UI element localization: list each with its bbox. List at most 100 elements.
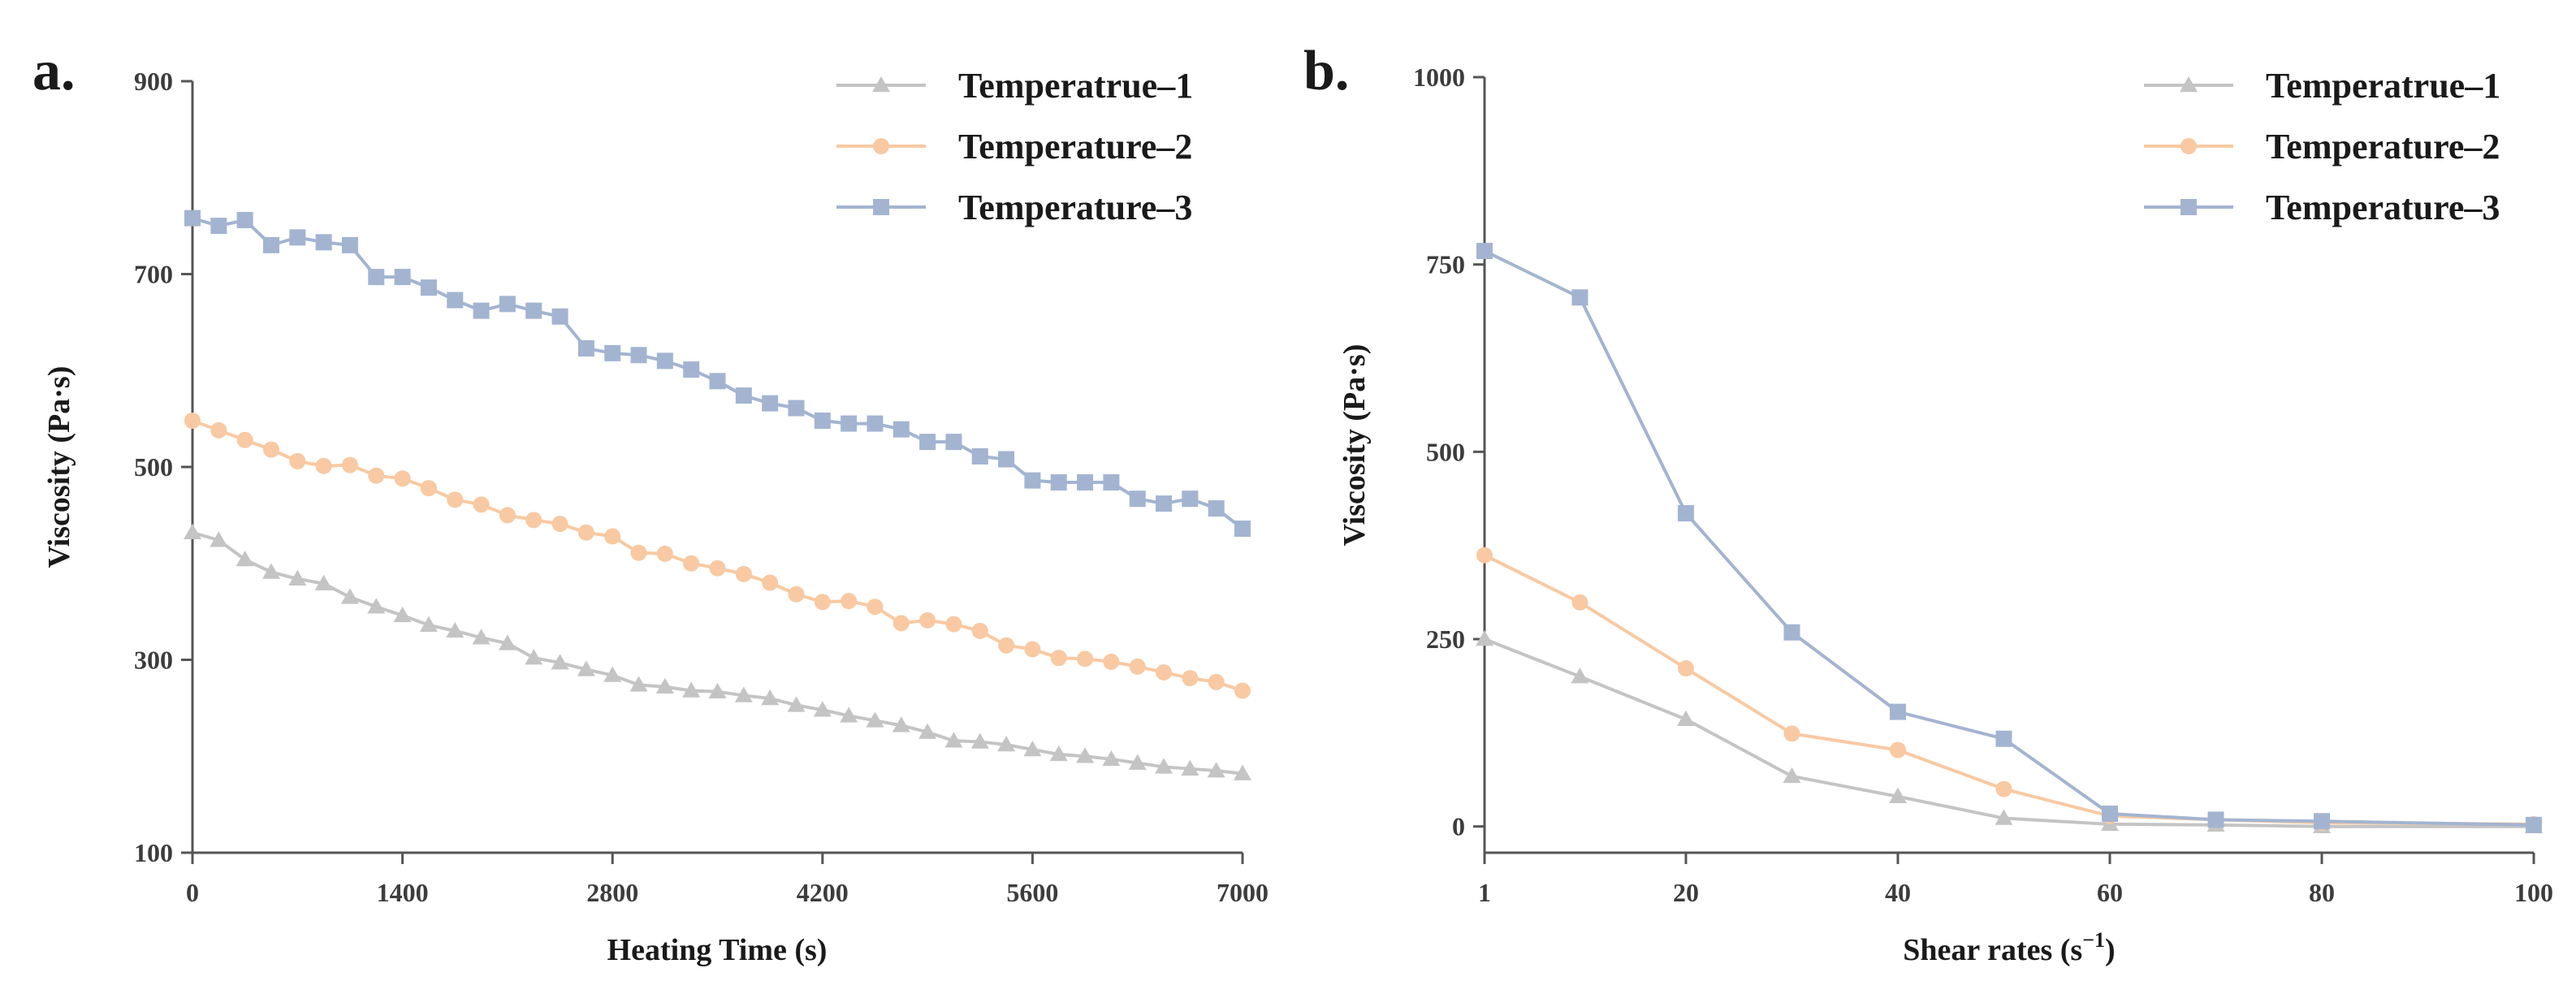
data-point bbox=[341, 236, 358, 253]
legend-marker bbox=[873, 138, 889, 154]
x-axis-title: Shear rates (s−1) bbox=[1903, 928, 2115, 967]
data-point bbox=[577, 660, 595, 676]
legend-marker bbox=[873, 199, 889, 215]
data-point bbox=[1129, 491, 1146, 508]
y-tick-label: 500 bbox=[134, 452, 173, 482]
data-point bbox=[314, 574, 333, 590]
data-point bbox=[1234, 764, 1251, 780]
data-point bbox=[184, 523, 201, 539]
data-point bbox=[236, 431, 253, 448]
data-point bbox=[289, 229, 306, 246]
data-point bbox=[630, 347, 647, 364]
data-point bbox=[1128, 754, 1147, 770]
data-point bbox=[577, 339, 594, 357]
data-point bbox=[788, 400, 805, 417]
data-point bbox=[1208, 500, 1225, 517]
series-line bbox=[1484, 249, 2535, 827]
data-point bbox=[1207, 762, 1225, 778]
data-point bbox=[1995, 730, 2012, 747]
data-point bbox=[261, 563, 280, 579]
series-2 bbox=[184, 413, 1251, 699]
data-point bbox=[2313, 813, 2330, 830]
panel-b-viscosity-vs-shear-rate: b. 0 250 500 750 1000 1 20 40 60 80 100 Viscosity (P… bbox=[1303, 40, 2553, 967]
data-point bbox=[866, 711, 884, 728]
data-point bbox=[683, 361, 700, 378]
y-tick-label: 500 bbox=[1426, 437, 1465, 466]
data-point bbox=[998, 451, 1015, 468]
legend-entry-1: Temperatrue–1 bbox=[2144, 66, 2500, 106]
data-point bbox=[393, 606, 412, 623]
data-point bbox=[1234, 521, 1251, 537]
legend-marker bbox=[2180, 76, 2198, 93]
data-point bbox=[944, 732, 963, 748]
data-point bbox=[841, 593, 858, 610]
data-point bbox=[210, 531, 228, 547]
legend-marker bbox=[872, 76, 890, 93]
x-tick-label: 1 bbox=[1478, 878, 1491, 907]
data-point bbox=[1182, 491, 1199, 508]
data-point bbox=[394, 470, 411, 487]
data-point bbox=[734, 686, 753, 702]
legend-label: Temperatrue–1 bbox=[958, 66, 1193, 106]
data-point bbox=[1076, 747, 1095, 763]
data-point bbox=[867, 599, 884, 616]
data-point bbox=[762, 574, 779, 591]
data-point bbox=[1050, 474, 1067, 491]
data-point bbox=[762, 395, 779, 412]
data-point bbox=[262, 236, 279, 253]
data-point bbox=[315, 457, 332, 474]
data-point bbox=[1103, 474, 1120, 491]
y-tick-label: 700 bbox=[134, 260, 173, 289]
data-point bbox=[1156, 495, 1173, 512]
data-point bbox=[473, 496, 490, 513]
data-point bbox=[446, 621, 465, 638]
data-point bbox=[893, 615, 910, 632]
data-point bbox=[368, 467, 385, 484]
data-point bbox=[709, 560, 726, 577]
data-point bbox=[629, 676, 648, 692]
series-3 bbox=[1476, 243, 2542, 833]
y-tick-label: 1000 bbox=[1413, 63, 1465, 92]
series-1 bbox=[184, 523, 1251, 780]
data-point bbox=[709, 373, 726, 390]
data-point bbox=[998, 637, 1015, 654]
data-point bbox=[472, 629, 491, 645]
data-point bbox=[2101, 806, 2118, 823]
data-point bbox=[1783, 725, 1800, 742]
data-point bbox=[1156, 663, 1173, 681]
data-point bbox=[683, 555, 700, 572]
data-point bbox=[1677, 505, 1694, 522]
data-point bbox=[919, 612, 936, 629]
data-point bbox=[841, 415, 858, 432]
data-point bbox=[1889, 703, 1906, 720]
data-point bbox=[2526, 816, 2542, 833]
data-point bbox=[551, 516, 568, 533]
data-point bbox=[1234, 682, 1251, 699]
data-point bbox=[814, 413, 831, 429]
x-tick-label: 7000 bbox=[1217, 878, 1269, 907]
series-3 bbox=[184, 210, 1251, 537]
data-point bbox=[419, 616, 438, 632]
data-point bbox=[2207, 811, 2224, 828]
data-point bbox=[604, 528, 621, 545]
data-point bbox=[1102, 750, 1121, 767]
data-point bbox=[997, 736, 1016, 752]
x-tick-label: 40 bbox=[1885, 878, 1911, 907]
data-point bbox=[761, 689, 780, 706]
panel-label: b. bbox=[1303, 40, 1349, 102]
data-point bbox=[735, 565, 752, 582]
data-point bbox=[525, 302, 542, 319]
data-point bbox=[1050, 650, 1067, 667]
data-point bbox=[498, 634, 516, 650]
legend-label: Temperature–3 bbox=[2266, 188, 2500, 227]
series-2 bbox=[1476, 547, 2542, 832]
x-tick-label: 4200 bbox=[797, 878, 849, 907]
data-point bbox=[1024, 472, 1041, 489]
data-point bbox=[368, 269, 385, 286]
y-tick-label: 250 bbox=[1426, 624, 1465, 654]
x-axis-title: Heating Time (s) bbox=[607, 933, 828, 967]
x-tick-label: 60 bbox=[2097, 878, 2123, 907]
y-axis-title: Viscosity (Pa·s) bbox=[42, 366, 76, 568]
y-tick-label: 750 bbox=[1426, 250, 1465, 279]
legend-label: Temperature–2 bbox=[2266, 127, 2500, 166]
